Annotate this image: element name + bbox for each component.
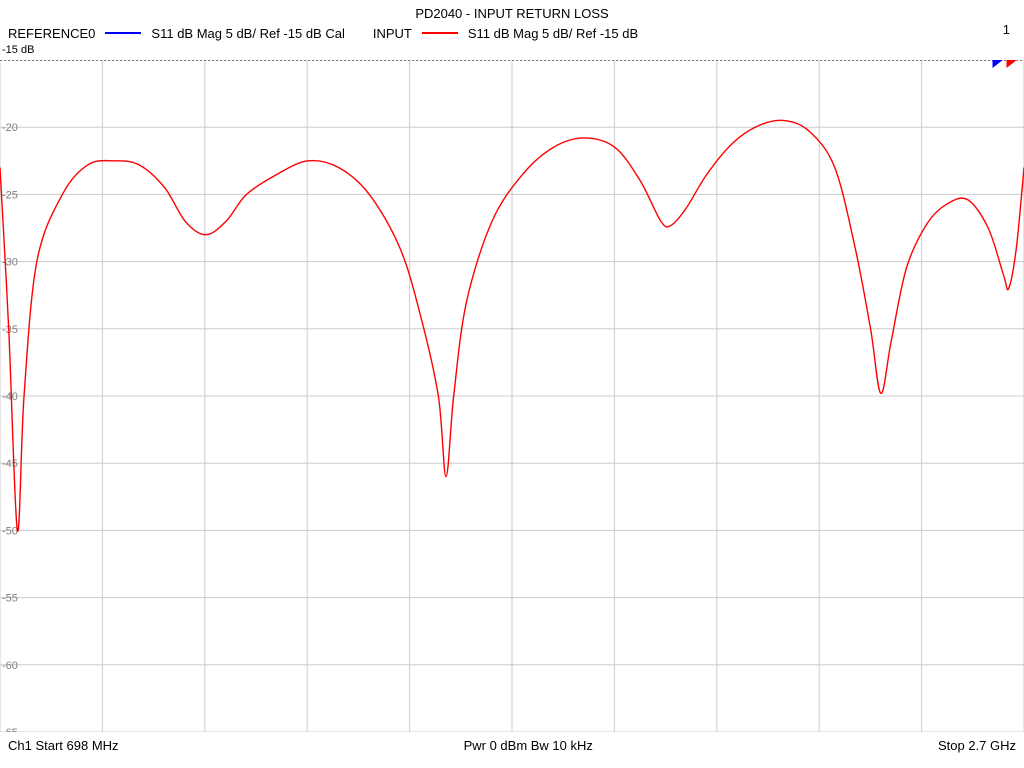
plot-area: -20-25-30-35-40-45-50-55-60-65	[0, 60, 1024, 732]
status-center: Pwr 0 dBm Bw 10 kHz	[464, 738, 593, 753]
legend-label-reference: REFERENCE0	[8, 26, 95, 41]
ref-level-label: -15 dB	[2, 44, 34, 56]
legend-item-reference: REFERENCE0 S11 dB Mag 5 dB/ Ref -15 dB C…	[8, 26, 345, 41]
legend-desc-reference: S11 dB Mag 5 dB/ Ref -15 dB Cal	[151, 26, 344, 41]
svg-text:-50: -50	[2, 525, 18, 537]
status-stop: Stop 2.7 GHz	[938, 738, 1016, 753]
chart-title: PD2040 - INPUT RETURN LOSS	[0, 6, 1024, 21]
svg-text:-65: -65	[2, 727, 18, 732]
svg-text:-20: -20	[2, 122, 18, 134]
svg-text:-45: -45	[2, 458, 18, 470]
status-start: Ch1 Start 698 MHz	[8, 738, 119, 753]
svg-text:-55: -55	[2, 593, 18, 605]
svg-text:-35: -35	[2, 324, 18, 336]
legend-desc-input: S11 dB Mag 5 dB/ Ref -15 dB	[468, 26, 638, 41]
legend: REFERENCE0 S11 dB Mag 5 dB/ Ref -15 dB C…	[8, 24, 1016, 42]
legend-item-input: INPUT S11 dB Mag 5 dB/ Ref -15 dB	[373, 26, 638, 41]
status-bar: Ch1 Start 698 MHz Pwr 0 dBm Bw 10 kHz St…	[8, 738, 1016, 753]
svg-text:-40: -40	[2, 391, 18, 403]
marker-number: 1	[1003, 22, 1010, 37]
svg-text:-25: -25	[2, 189, 18, 201]
legend-label-input: INPUT	[373, 26, 412, 41]
legend-swatch-input	[422, 32, 458, 34]
chart-container: PD2040 - INPUT RETURN LOSS REFERENCE0 S1…	[0, 0, 1024, 768]
svg-text:-60: -60	[2, 660, 18, 672]
legend-swatch-reference	[105, 32, 141, 34]
